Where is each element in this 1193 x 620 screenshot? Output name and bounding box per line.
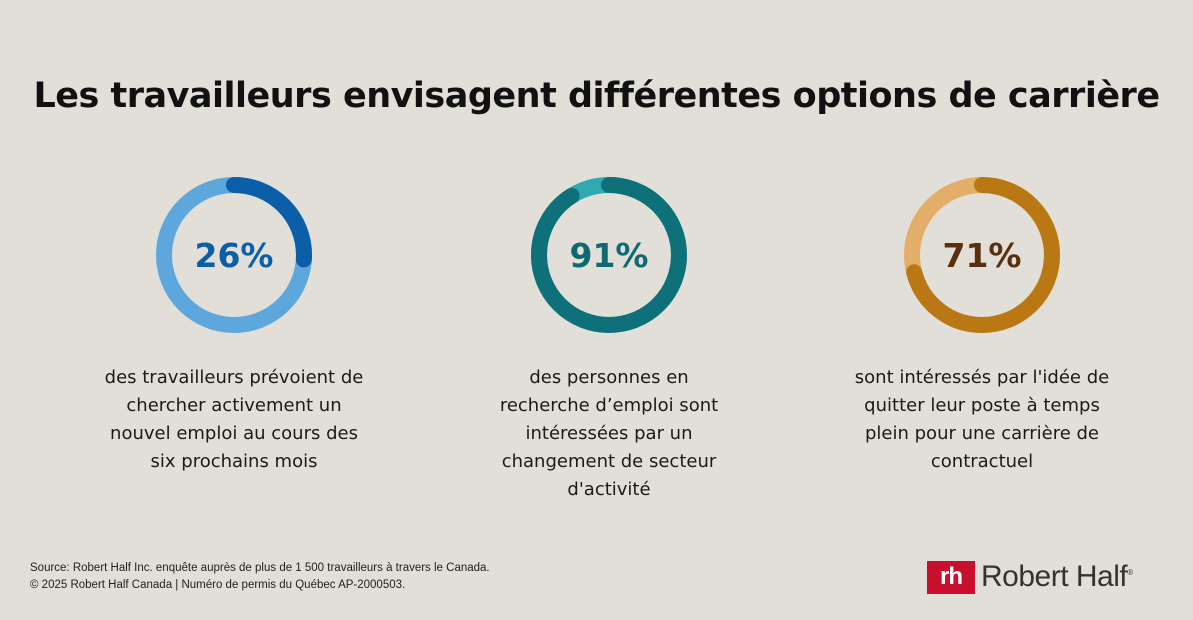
footer: Source: Robert Half Inc. enquête auprès … <box>30 560 490 594</box>
logo-mark: rh <box>927 560 975 594</box>
chart-title: Les travailleurs envisagent différentes … <box>33 76 1160 116</box>
registered-mark: ® <box>1127 568 1133 577</box>
donut-chart: 26% <box>156 177 312 333</box>
donut-value-arc <box>156 177 312 333</box>
source-note: Source: Robert Half Inc. enquête auprès … <box>30 562 490 574</box>
stat-description: des personnes en recherche d’emploi sont… <box>499 367 719 500</box>
percent-label: 71% <box>943 236 1022 275</box>
copyright-note: © 2025 Robert Half Canada | Numéro de pe… <box>30 579 406 591</box>
donut-chart: 71% <box>904 177 1060 333</box>
donut-value-arc <box>904 177 1060 333</box>
stat-description: sont intéressés par l'idée de quitter le… <box>854 367 1110 472</box>
donut-stat-2: 91% des personnes en recherche d’emploi s… <box>449 170 769 504</box>
percent-label: 26% <box>195 236 274 275</box>
logo-name: Robert Half <box>981 560 1128 593</box>
donut-stat-3: 71% sont intéressés par l'idée de quitter… <box>822 170 1142 476</box>
donut-chart: 91% <box>531 177 687 333</box>
donut-stat-1: 26% des travailleurs prévoient de cherche… <box>74 170 394 476</box>
donut-value-arc <box>531 177 687 333</box>
stat-description: des travailleurs prévoient de chercher a… <box>104 367 364 472</box>
robert-half-logo: rh Robert Half® <box>927 560 1133 594</box>
percent-label: 91% <box>570 236 649 275</box>
